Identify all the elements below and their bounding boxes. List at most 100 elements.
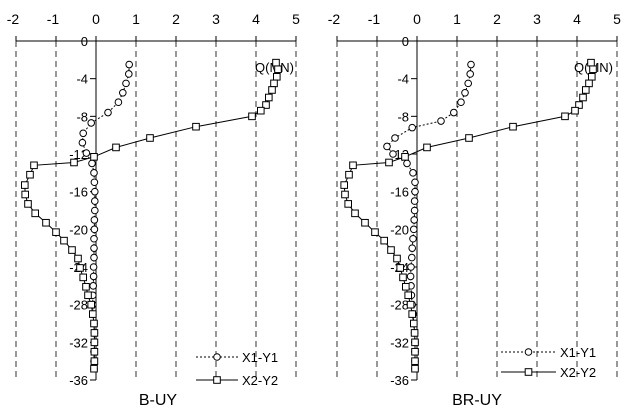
data-point bbox=[89, 310, 97, 318]
depth-tick-label: -8 bbox=[397, 109, 409, 124]
data-point bbox=[273, 72, 281, 81]
data-point bbox=[391, 134, 399, 142]
depth-tick-label: -8 bbox=[76, 109, 88, 124]
value-tick-label: 5 bbox=[292, 11, 300, 27]
data-point bbox=[74, 254, 82, 263]
data-point bbox=[78, 138, 87, 147]
chart-title: B-UY bbox=[139, 392, 178, 409]
chart-panel-1: -2-10123450-4-8-12-16-20-24-28-32-36Q(MN… bbox=[7, 11, 300, 409]
data-point bbox=[349, 161, 357, 170]
data-point bbox=[125, 70, 133, 78]
data-point bbox=[408, 310, 416, 318]
data-point bbox=[465, 134, 473, 142]
data-point bbox=[361, 218, 369, 227]
value-tick-label: 4 bbox=[573, 11, 581, 27]
legend: X1-Y1 X2-Y2 bbox=[196, 350, 278, 388]
depth-tick-label: -16 bbox=[69, 185, 88, 200]
value-tick-label: -2 bbox=[328, 11, 341, 27]
value-tick-label: -2 bbox=[7, 11, 20, 27]
depth-tick-label: -32 bbox=[390, 335, 409, 350]
data-point bbox=[437, 117, 445, 125]
data-point bbox=[87, 300, 96, 309]
data-point bbox=[409, 234, 417, 243]
value-tick-label: 4 bbox=[252, 11, 260, 27]
data-point bbox=[450, 108, 458, 117]
depth-tick-label: -32 bbox=[69, 335, 88, 350]
data-point bbox=[125, 60, 133, 69]
data-point bbox=[88, 159, 96, 168]
data-point bbox=[90, 357, 99, 365]
series-x2-y2 bbox=[340, 58, 597, 373]
data-point bbox=[119, 88, 127, 97]
data-point bbox=[112, 143, 120, 152]
data-point bbox=[82, 149, 91, 157]
data-point bbox=[146, 134, 154, 142]
data-point bbox=[248, 112, 256, 121]
value-tick-label: 0 bbox=[413, 11, 421, 27]
data-point bbox=[411, 187, 419, 196]
data-point bbox=[274, 65, 282, 74]
series-line bbox=[343, 62, 594, 369]
data-point bbox=[461, 88, 469, 97]
value-tick-label: 0 bbox=[92, 11, 100, 27]
data-point bbox=[89, 263, 98, 271]
chart-title: BR-UY bbox=[452, 392, 502, 409]
data-point bbox=[90, 153, 98, 161]
depth-tick-label: -20 bbox=[69, 222, 88, 237]
data-point bbox=[411, 364, 419, 373]
legend-label: X2-Y2 bbox=[560, 365, 596, 380]
legend-label: X1-Y1 bbox=[560, 345, 596, 360]
data-point bbox=[408, 123, 417, 132]
data-point bbox=[582, 86, 590, 94]
data-point bbox=[380, 236, 388, 245]
data-point bbox=[262, 101, 270, 109]
series-x2-y2 bbox=[21, 58, 282, 373]
data-point bbox=[408, 244, 417, 252]
data-point bbox=[387, 246, 395, 254]
data-point bbox=[509, 122, 517, 131]
value-tick-label: 3 bbox=[533, 11, 541, 27]
data-point bbox=[401, 153, 409, 161]
legend-marker bbox=[213, 376, 221, 384]
data-point bbox=[30, 161, 38, 170]
legend-marker bbox=[213, 353, 221, 361]
data-point bbox=[268, 86, 276, 94]
data-point bbox=[561, 112, 569, 121]
data-point bbox=[408, 253, 416, 262]
data-point bbox=[257, 106, 265, 115]
legend-marker bbox=[524, 368, 533, 376]
data-point bbox=[588, 72, 596, 81]
data-point bbox=[270, 79, 278, 88]
data-point bbox=[344, 200, 352, 208]
data-point bbox=[423, 143, 431, 152]
data-point bbox=[403, 159, 411, 168]
depth-tick-label: -28 bbox=[390, 298, 409, 313]
depth-tick-label: 0 bbox=[81, 34, 88, 49]
data-point bbox=[91, 206, 99, 215]
data-point bbox=[90, 338, 99, 347]
data-point bbox=[464, 79, 473, 88]
depth-tick-label: 0 bbox=[402, 34, 409, 49]
data-point bbox=[192, 122, 200, 131]
data-point bbox=[399, 273, 407, 282]
data-point bbox=[84, 291, 92, 300]
data-point bbox=[114, 98, 123, 107]
legend: X1-Y1 X2-Y2 bbox=[501, 345, 596, 380]
data-point bbox=[466, 70, 475, 78]
data-point bbox=[24, 200, 32, 208]
depth-tick-label: -36 bbox=[390, 373, 409, 388]
value-tick-label: 1 bbox=[132, 11, 140, 27]
value-tick-label: 5 bbox=[613, 11, 621, 27]
data-point bbox=[90, 347, 99, 356]
data-point bbox=[411, 357, 419, 365]
data-point bbox=[410, 329, 419, 337]
data-point bbox=[90, 216, 99, 224]
depth-tick-label: -28 bbox=[69, 298, 88, 313]
data-point bbox=[90, 329, 99, 337]
data-point bbox=[89, 282, 97, 290]
data-point bbox=[90, 178, 99, 187]
depth-tick-label: -12 bbox=[69, 147, 88, 162]
data-point bbox=[272, 58, 280, 67]
data-point bbox=[104, 108, 112, 117]
